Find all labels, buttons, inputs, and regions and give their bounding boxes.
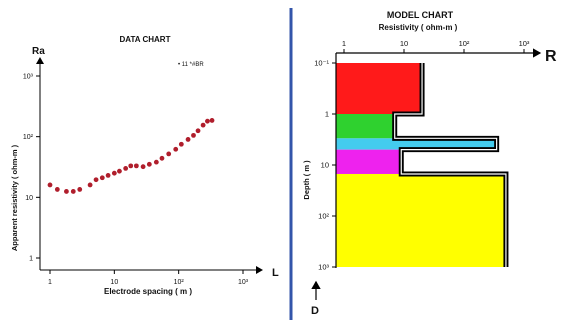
model-layer-2	[336, 114, 395, 139]
data-x-tick-label: 1	[48, 279, 52, 286]
model-chart: MODEL CHART Resistivity ( ohm-m ) R D De…	[302, 10, 557, 317]
model-layer-1	[336, 63, 423, 114]
data-point	[111, 170, 117, 176]
data-y-axis-letter: Ra	[32, 46, 45, 57]
data-point	[191, 132, 196, 138]
data-point	[93, 177, 99, 183]
data-point	[140, 164, 146, 170]
data-point	[47, 182, 53, 188]
data-point	[178, 141, 184, 147]
model-y-tick-label: 10⁻¹	[314, 59, 329, 68]
data-y-tick-label: 10	[25, 195, 33, 202]
data-point	[146, 161, 152, 167]
data-point	[166, 151, 172, 157]
data-point	[209, 118, 215, 123]
data-point	[173, 146, 179, 152]
data-point	[64, 189, 69, 194]
data-chart-title: DATA CHART	[120, 35, 171, 44]
model-curve-inner	[394, 63, 507, 267]
data-y-tick-label: 10²	[23, 134, 34, 141]
model-y-tick-label: 10³	[318, 263, 329, 272]
data-point	[195, 128, 201, 134]
data-point	[105, 172, 111, 178]
data-y-axis-title: Apparent resistivity ( ohm-m )	[10, 144, 19, 251]
data-point	[117, 168, 122, 174]
model-y-axis-letter: D	[311, 305, 319, 317]
data-y-tick-label: 1	[29, 256, 33, 263]
data-x-axis-letter: L	[272, 267, 279, 279]
data-point	[123, 165, 129, 171]
data-point	[54, 187, 60, 192]
model-layer-3	[336, 138, 497, 150]
data-point	[153, 159, 159, 165]
data-series-points	[47, 118, 215, 194]
model-x-axis-title: Resistivity ( ohm-m )	[379, 23, 458, 32]
data-x-tick-label: 10³	[238, 279, 249, 286]
data-point	[87, 182, 93, 188]
model-chart-title: MODEL CHART	[387, 10, 454, 20]
data-x-axis-title: Electrode spacing ( m )	[104, 287, 192, 296]
data-chart: DATA CHART • 11 *#BR Ra L Electrode spac…	[10, 35, 279, 296]
data-chart-annotation: • 11 *#BR	[178, 62, 204, 68]
model-y-tick-label: 10	[321, 161, 329, 170]
model-x-axis-letter: R	[545, 48, 557, 65]
model-layer-5	[336, 173, 506, 267]
model-x-tick-label: 10	[400, 39, 408, 48]
model-x-tick-label: 10²	[459, 39, 470, 48]
data-point	[185, 137, 191, 142]
data-point	[205, 118, 210, 124]
data-point	[77, 187, 83, 192]
model-x-tick-label: 10³	[519, 39, 530, 48]
model-y-axis-title: Depth ( m )	[302, 160, 311, 200]
model-layers	[336, 63, 506, 267]
data-point	[159, 155, 165, 161]
data-y-tick-label: 10³	[23, 74, 34, 81]
data-x-tick-label: 10²	[174, 279, 185, 286]
model-y-tick-label: 10²	[318, 212, 329, 221]
data-axis-ticks: 1 1 10 10 10² 10² 10³ 10³	[23, 74, 249, 287]
model-axis-ticks: 1 10 10² 10³ 10⁻¹ 1 10 10² 10³	[314, 39, 530, 272]
model-layer-4	[336, 149, 402, 174]
data-point	[70, 189, 76, 194]
model-x-tick-label: 1	[342, 39, 346, 48]
data-point	[133, 163, 139, 169]
model-resistivity-curve	[392, 63, 509, 267]
data-point	[99, 175, 105, 181]
model-y-tick-label: 1	[325, 110, 329, 119]
data-point	[128, 163, 134, 169]
data-x-tick-label: 10	[110, 279, 118, 286]
data-point	[200, 122, 206, 128]
